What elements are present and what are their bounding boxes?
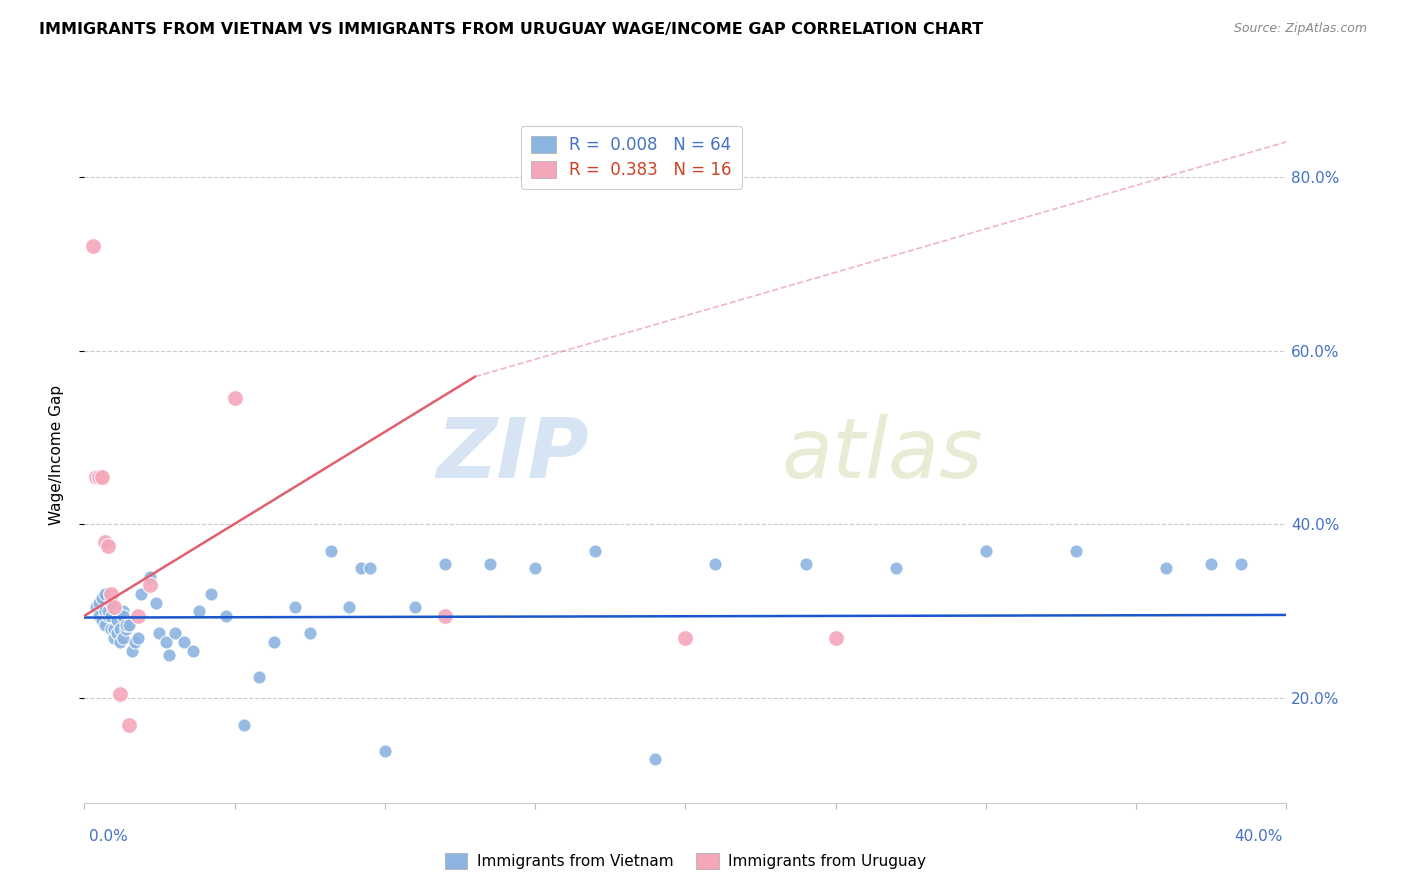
Point bbox=[374, 744, 396, 758]
Point bbox=[100, 622, 122, 636]
Point bbox=[247, 670, 270, 684]
Point bbox=[97, 539, 120, 553]
Point bbox=[94, 587, 117, 601]
Point bbox=[337, 600, 360, 615]
Point bbox=[157, 648, 180, 662]
Point bbox=[675, 631, 697, 645]
Text: IMMIGRANTS FROM VIETNAM VS IMMIGRANTS FROM URUGUAY WAGE/INCOME GAP CORRELATION C: IMMIGRANTS FROM VIETNAM VS IMMIGRANTS FR… bbox=[39, 22, 983, 37]
Point bbox=[187, 605, 209, 619]
Point bbox=[89, 596, 111, 610]
Point bbox=[103, 600, 125, 615]
Point bbox=[91, 613, 114, 627]
Point bbox=[824, 631, 846, 645]
Point bbox=[112, 608, 135, 623]
Point bbox=[139, 578, 162, 592]
Point bbox=[124, 635, 146, 649]
Point bbox=[200, 587, 222, 601]
Point bbox=[100, 608, 122, 623]
Point bbox=[350, 561, 373, 575]
Point bbox=[115, 617, 138, 632]
Point bbox=[298, 626, 321, 640]
Point bbox=[86, 469, 108, 483]
Point bbox=[97, 605, 120, 619]
Point bbox=[974, 543, 997, 558]
Point bbox=[704, 557, 727, 571]
Point bbox=[103, 631, 125, 645]
Point bbox=[479, 557, 502, 571]
Point bbox=[112, 631, 135, 645]
Point bbox=[97, 608, 120, 623]
Text: ZIP: ZIP bbox=[437, 415, 589, 495]
Point bbox=[86, 600, 108, 615]
Point bbox=[131, 587, 153, 601]
Point bbox=[118, 617, 141, 632]
Point bbox=[110, 687, 132, 701]
Point bbox=[91, 591, 114, 606]
Point bbox=[100, 587, 122, 601]
Point bbox=[644, 752, 666, 766]
Point bbox=[115, 622, 138, 636]
Point bbox=[284, 600, 307, 615]
Point bbox=[89, 608, 111, 623]
Point bbox=[181, 643, 204, 657]
Point bbox=[127, 631, 149, 645]
Point bbox=[794, 557, 817, 571]
Point bbox=[1064, 543, 1087, 558]
Point bbox=[110, 635, 132, 649]
Point bbox=[1201, 557, 1223, 571]
Text: 0.0%: 0.0% bbox=[89, 830, 128, 844]
Point bbox=[434, 608, 457, 623]
Point bbox=[139, 570, 162, 584]
Point bbox=[110, 622, 132, 636]
Point bbox=[155, 635, 177, 649]
Point bbox=[94, 605, 117, 619]
Point bbox=[173, 635, 195, 649]
Text: Source: ZipAtlas.com: Source: ZipAtlas.com bbox=[1233, 22, 1367, 36]
Point bbox=[121, 643, 143, 657]
Point bbox=[91, 469, 114, 483]
Point bbox=[1230, 557, 1253, 571]
Point bbox=[583, 543, 606, 558]
Point bbox=[127, 608, 149, 623]
Point bbox=[434, 557, 457, 571]
Text: atlas: atlas bbox=[782, 415, 983, 495]
Point bbox=[118, 717, 141, 731]
Point bbox=[103, 622, 125, 636]
Point bbox=[100, 596, 122, 610]
Y-axis label: Wage/Income Gap: Wage/Income Gap bbox=[49, 384, 63, 525]
Point bbox=[107, 626, 129, 640]
Point bbox=[263, 635, 285, 649]
Point bbox=[163, 626, 186, 640]
Point bbox=[224, 392, 246, 406]
Point bbox=[524, 561, 547, 575]
Point bbox=[94, 617, 117, 632]
Point bbox=[145, 596, 167, 610]
Legend: Immigrants from Vietnam, Immigrants from Uruguay: Immigrants from Vietnam, Immigrants from… bbox=[439, 847, 932, 875]
Point bbox=[214, 608, 236, 623]
Point bbox=[89, 469, 111, 483]
Point bbox=[319, 543, 342, 558]
Point bbox=[404, 600, 426, 615]
Point bbox=[884, 561, 907, 575]
Point bbox=[232, 717, 254, 731]
Point bbox=[82, 239, 104, 253]
Point bbox=[112, 605, 135, 619]
Point bbox=[94, 534, 117, 549]
Point bbox=[359, 561, 381, 575]
Point bbox=[1156, 561, 1178, 575]
Text: 40.0%: 40.0% bbox=[1234, 830, 1282, 844]
Point bbox=[107, 613, 129, 627]
Point bbox=[148, 626, 170, 640]
